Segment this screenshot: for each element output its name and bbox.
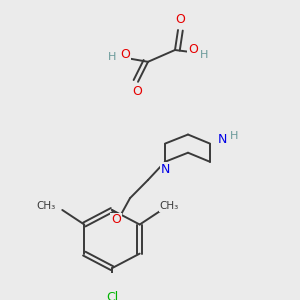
Text: H: H xyxy=(108,52,116,62)
Text: H: H xyxy=(200,50,208,59)
Text: O: O xyxy=(132,85,142,98)
Text: Cl: Cl xyxy=(106,291,118,300)
Text: H: H xyxy=(230,131,238,141)
Text: O: O xyxy=(188,43,198,56)
Text: CH₃: CH₃ xyxy=(159,201,178,212)
Text: O: O xyxy=(120,48,130,61)
Text: N: N xyxy=(217,133,227,146)
Text: CH₃: CH₃ xyxy=(36,201,55,212)
Text: N: N xyxy=(160,163,170,176)
Text: O: O xyxy=(175,14,185,26)
Text: O: O xyxy=(111,214,121,226)
